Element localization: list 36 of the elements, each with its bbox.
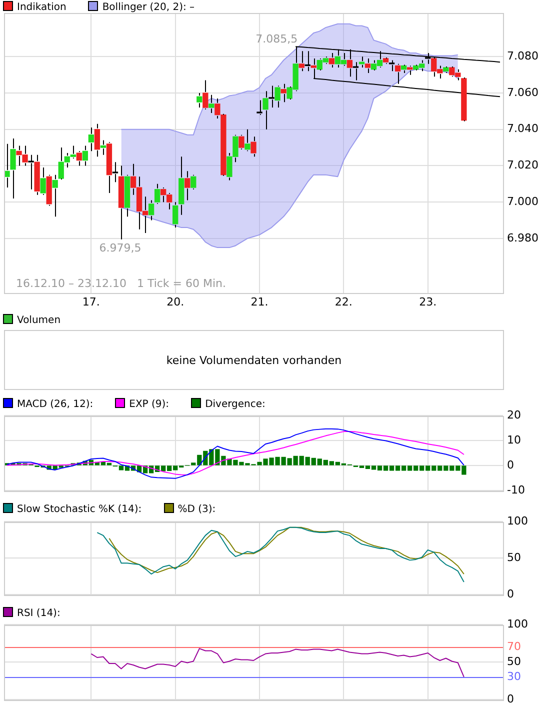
x-tick-label: 21.	[250, 295, 268, 308]
y-tick-label: 0	[507, 587, 514, 600]
y-tick-label: 6.980	[507, 231, 538, 244]
y-tick-label: 7.040	[507, 122, 538, 136]
annotation: 7.085,5	[256, 32, 298, 46]
legend-label: EXP (9):	[129, 399, 170, 410]
legend-label: RSI (14):	[17, 608, 60, 619]
y-tick-label: 7.080	[507, 49, 538, 62]
y-tick-label: 7.020	[507, 158, 538, 172]
annotation: 6.979,5	[99, 242, 142, 255]
legend-label: Divergence:	[205, 399, 266, 410]
y-tick-label: 100	[507, 514, 528, 528]
legend-label: Bollinger (20, 2): –	[102, 2, 195, 13]
ref-line-label: 30	[507, 670, 521, 683]
text: keine Volumendaten vorhanden	[4, 330, 504, 390]
y-tick-label: 0	[507, 458, 514, 472]
y-tick-label: 7.000	[507, 194, 538, 208]
y-tick-label: 0	[507, 692, 514, 706]
ref-line-label: 70	[507, 640, 521, 653]
text: Volumen	[17, 315, 61, 326]
y-tick-label: 50	[507, 550, 521, 564]
y-tick-label: 50	[507, 654, 521, 668]
y-tick-label: 10	[507, 433, 521, 446]
legend-label: MACD (26, 12):	[17, 399, 94, 410]
y-tick-label: 20	[507, 408, 521, 422]
x-tick-label: 20.	[166, 295, 184, 308]
legend-label: %D (3):	[178, 504, 216, 515]
x-tick-label: 22.	[334, 295, 352, 308]
y-tick-label: 7.060	[507, 86, 538, 99]
legend-label: Slow Stochastic %K (14):	[17, 504, 142, 515]
annotation: 16.12.10 – 23.12.10 1 Tick = 60 Min.	[16, 277, 226, 290]
y-tick-label: -10	[507, 483, 525, 496]
y-tick-label: 100	[507, 617, 528, 630]
x-tick-label: 17.	[82, 295, 100, 308]
legend-label: Indikation	[17, 2, 66, 13]
x-tick-label: 23.	[419, 295, 437, 308]
